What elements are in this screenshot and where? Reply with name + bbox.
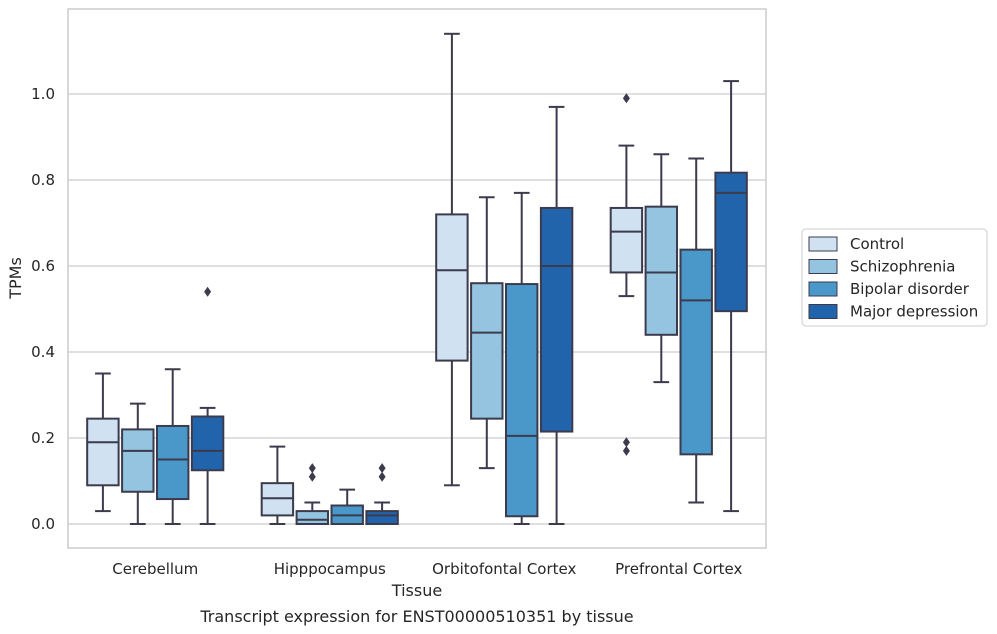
- box-0-2: [155, 368, 190, 525]
- outlier-point: [622, 437, 630, 448]
- y-tick-labels: 0.0 0.2 0.4 0.6 0.8 1.0: [31, 85, 55, 533]
- box-body: [539, 206, 574, 433]
- chart-caption: Transcript expression for ENST0000051035…: [199, 607, 633, 626]
- outlier-point: [378, 463, 386, 474]
- box-3-0: [609, 93, 644, 456]
- box-2-0: [435, 32, 469, 487]
- box-body: [190, 415, 225, 472]
- x-tick-label: Prefrontal Cortex: [615, 560, 742, 578]
- box-2-2: [504, 191, 539, 525]
- legend-swatch: [808, 281, 838, 297]
- outlier-point: [308, 463, 316, 474]
- legend-swatch: [808, 304, 838, 319]
- box-1-1: [295, 463, 330, 526]
- legend-swatch: [808, 236, 838, 252]
- box-body: [155, 424, 190, 501]
- box-body: [470, 282, 504, 420]
- legend-entry-label: Control: [850, 235, 904, 253]
- outlier-point: [622, 445, 630, 456]
- box-body: [504, 283, 539, 518]
- box-body: [644, 205, 679, 336]
- legend-entry-label: Major depression: [850, 303, 978, 321]
- box-2-3: [539, 105, 574, 525]
- y-tick-label: 0.6: [31, 257, 55, 275]
- legend-frame: [801, 228, 988, 327]
- outlier-point: [378, 471, 386, 482]
- box-body: [86, 417, 120, 487]
- box-body: [121, 428, 155, 493]
- y-tick-label: 0.0: [31, 515, 55, 533]
- x-tick-label: Cerebellum: [112, 560, 198, 578]
- box-3-2: [679, 157, 713, 504]
- legend: Control Schizophrenia Bipolar disorder Majo…: [801, 228, 988, 327]
- y-tick-label: 1.0: [31, 85, 55, 103]
- box-2-1: [470, 196, 504, 470]
- x-tick-label: Hipppocampus: [274, 560, 386, 578]
- box-0-1: [121, 402, 155, 525]
- box-3-3: [714, 80, 748, 513]
- boxes-layer: [86, 32, 748, 526]
- box-body: [714, 171, 748, 313]
- x-tick-labels: Cerebellum Hipppocampus Orbitofontal Corte…: [112, 560, 742, 578]
- box-1-2: [330, 488, 364, 526]
- legend-entry-label: Schizophrenia: [850, 258, 955, 276]
- legend-swatch: [808, 259, 838, 274]
- box-3-1: [644, 153, 679, 384]
- box-1-0: [260, 445, 295, 525]
- plot-frame: [67, 8, 767, 549]
- y-tick-label: 0.2: [31, 429, 55, 447]
- box-body: [365, 510, 399, 526]
- box-0-3: [190, 286, 225, 525]
- box-body: [295, 510, 330, 526]
- box-body: [260, 482, 295, 517]
- box-body: [609, 206, 644, 274]
- y-tick-label: 0.8: [31, 171, 55, 189]
- outlier-point: [204, 286, 212, 297]
- y-tick-label: 0.4: [31, 343, 55, 361]
- x-axis-label: Tissue: [391, 581, 442, 600]
- box-body: [435, 213, 469, 362]
- legend-entry-label: Bipolar disorder: [850, 280, 970, 298]
- y-axis-label: TPMs: [6, 257, 25, 300]
- outlier-point: [308, 471, 316, 482]
- box-body: [679, 248, 713, 456]
- x-tick-label: Orbitofontal Cortex: [432, 560, 576, 578]
- box-1-3: [365, 463, 399, 526]
- box-0-0: [86, 372, 120, 513]
- outlier-point: [622, 93, 630, 104]
